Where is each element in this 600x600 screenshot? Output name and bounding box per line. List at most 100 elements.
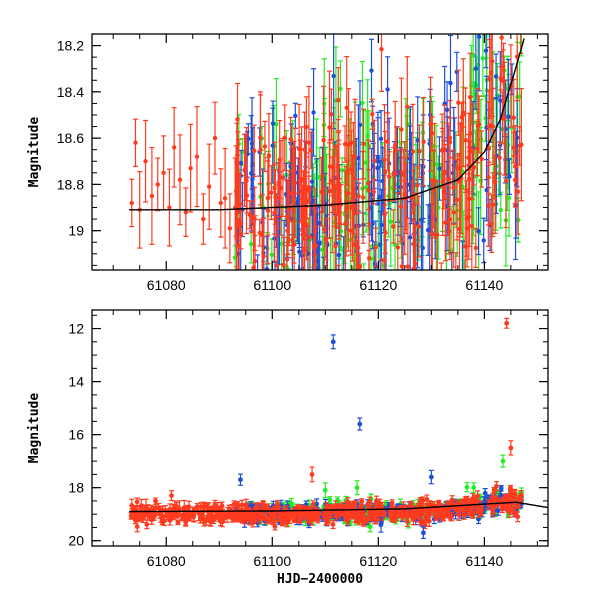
bottom-x-tick-labels: 61080 61100 61120 61140 bbox=[147, 553, 504, 569]
red-data-point bbox=[326, 142, 332, 239]
top-plot-frame bbox=[91, 33, 549, 271]
red-data-point bbox=[463, 496, 469, 503]
blue-data-point bbox=[377, 210, 383, 270]
blue-data-point bbox=[281, 219, 287, 270]
blue-data-point bbox=[476, 34, 482, 92]
red-data-point bbox=[460, 101, 466, 128]
red-data-point bbox=[301, 508, 307, 517]
red-data-point bbox=[302, 111, 308, 188]
bottom-y-tick-label: 16 bbox=[68, 427, 84, 443]
red-data-point bbox=[469, 103, 475, 200]
blue-data-point bbox=[248, 114, 254, 232]
model-curve-line bbox=[129, 501, 548, 513]
green-data-point bbox=[443, 250, 449, 270]
red-data-point bbox=[385, 112, 391, 171]
green-data-point bbox=[363, 109, 369, 216]
red-data-point bbox=[486, 89, 492, 163]
red-data-point bbox=[335, 264, 341, 270]
green-data-point bbox=[464, 481, 470, 493]
blue-data-point bbox=[368, 38, 374, 103]
bottom-x-tick-label: 61080 bbox=[147, 553, 186, 569]
bottom-x-tick-label: 61140 bbox=[465, 553, 503, 569]
red-data-point bbox=[479, 130, 485, 188]
red-data-point bbox=[331, 372, 336, 399]
red-data-point bbox=[289, 287, 294, 341]
red-data-point bbox=[457, 123, 463, 238]
red-data-point bbox=[282, 104, 288, 172]
red-data-point bbox=[490, 509, 496, 517]
green-outlier-point bbox=[500, 454, 506, 468]
blue-data-point bbox=[311, 68, 317, 157]
red-data-point bbox=[334, 512, 340, 519]
blue-data-point bbox=[311, 306, 316, 359]
blue-data-point bbox=[255, 254, 261, 270]
green-outlier-point bbox=[471, 482, 477, 494]
red-data-point bbox=[518, 34, 524, 54]
red-data-point bbox=[390, 209, 396, 244]
red-data-point bbox=[171, 107, 177, 188]
blue-data-point bbox=[483, 34, 489, 69]
bottom-y-tick-label: 12 bbox=[68, 321, 84, 337]
green-data-point bbox=[470, 34, 476, 94]
red-data-point bbox=[359, 498, 365, 506]
red-data-point bbox=[360, 151, 366, 244]
red-data-point bbox=[143, 119, 149, 203]
red-data-point bbox=[153, 497, 159, 505]
red-data-point bbox=[439, 113, 445, 188]
red-data-point bbox=[424, 494, 430, 505]
red-data-point bbox=[470, 511, 476, 519]
red-data-point bbox=[503, 133, 509, 229]
blue-data-point bbox=[493, 53, 499, 100]
red-data-point bbox=[473, 227, 479, 268]
red-data-point bbox=[399, 236, 405, 270]
red-data-point bbox=[462, 188, 468, 270]
bottom-y-axis-label: Magnitude bbox=[27, 393, 42, 464]
blue-data-point bbox=[407, 278, 412, 391]
red-data-point bbox=[509, 503, 515, 516]
top-y-tick-label: 19 bbox=[68, 223, 84, 239]
blue-outlier-point bbox=[330, 334, 336, 350]
red-data-point bbox=[405, 217, 411, 270]
red-data-point bbox=[361, 520, 367, 527]
red-data-point bbox=[346, 88, 352, 202]
top-x-tick-label: 61100 bbox=[253, 277, 291, 293]
red-data-point bbox=[262, 120, 268, 173]
red-data-point bbox=[364, 517, 370, 524]
blue-data-point bbox=[459, 240, 465, 270]
red-data-point bbox=[453, 252, 459, 270]
red-data-point bbox=[291, 157, 297, 264]
red-data-point bbox=[149, 146, 155, 245]
red-data-point bbox=[366, 222, 372, 270]
red-data-point bbox=[263, 514, 269, 524]
red-data-point bbox=[194, 106, 200, 208]
red-data-point bbox=[342, 125, 348, 163]
red-data-point bbox=[487, 38, 493, 120]
red-data-point bbox=[423, 515, 429, 524]
red-data-point bbox=[493, 481, 499, 492]
red-data-point bbox=[211, 516, 217, 525]
red-data-point bbox=[279, 520, 285, 527]
red-data-point bbox=[155, 157, 161, 212]
red-data-point bbox=[222, 147, 228, 249]
blue-outlier-point bbox=[420, 526, 426, 540]
bottom-y-tick-label: 20 bbox=[68, 533, 84, 549]
red-data-point bbox=[441, 104, 447, 195]
red-data-point bbox=[498, 66, 504, 91]
red-data-point bbox=[309, 514, 315, 526]
red-data-point bbox=[321, 186, 327, 270]
x-axis-label: HJD−2400000 bbox=[277, 572, 363, 587]
red-data-point bbox=[235, 516, 241, 523]
red-data-point bbox=[515, 511, 521, 523]
top-panel: 61080 61100 61120 61140 18.2 18.4 18.6 1… bbox=[27, 33, 549, 399]
blue-data-point bbox=[476, 207, 482, 256]
red-data-point bbox=[400, 501, 406, 513]
blue-data-point bbox=[296, 276, 301, 300]
red-data-point bbox=[389, 499, 395, 507]
bottom-y-tick-labels: 12 14 16 18 20 bbox=[68, 321, 84, 549]
blue-data-point bbox=[292, 102, 298, 130]
red-data-point bbox=[328, 88, 334, 140]
red-data-point bbox=[278, 140, 284, 236]
red-data-point bbox=[428, 76, 434, 172]
red-data-point bbox=[373, 495, 379, 507]
